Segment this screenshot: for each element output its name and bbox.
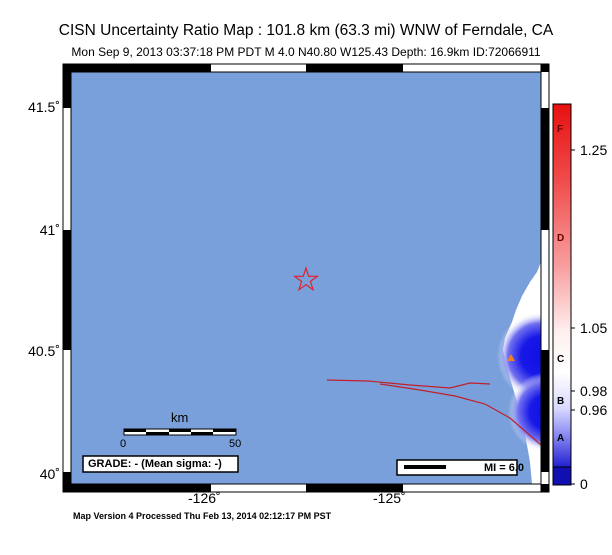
colorbar-value: 0.96 <box>580 402 608 418</box>
grade-letter-d: D <box>557 233 565 244</box>
scale-bar <box>123 428 237 436</box>
colorbar-value: 0 <box>580 476 588 492</box>
map-version-footer: Map Version 4 Processed Thu Feb 13, 2014… <box>73 511 332 521</box>
mi-legend-box <box>396 459 518 476</box>
grade-letter-b: B <box>557 396 565 407</box>
grade-letter-c: C <box>557 354 565 365</box>
lon-label: -126˚ <box>188 490 221 506</box>
scale-title: km <box>171 410 189 425</box>
scale-tick-label: 0 <box>120 438 127 450</box>
map-subtitle: Mon Sep 9, 2013 03:37:18 PM PDT M 4.0 N4… <box>71 45 541 59</box>
grade-letter-a: A <box>557 433 565 444</box>
colorbar-value: 0.98 <box>580 383 608 399</box>
grade-letter-f: F <box>557 124 564 135</box>
lat-label: 41.5˚ <box>28 99 60 115</box>
fault-line <box>326 379 491 389</box>
lat-label: 40.5˚ <box>28 343 60 359</box>
lat-label: 41˚ <box>39 222 60 238</box>
scale-tick-label: 50 <box>229 438 242 450</box>
colorbar-value: 1.25 <box>580 142 608 158</box>
colorbar <box>552 103 575 486</box>
fault-line <box>379 383 541 446</box>
map-area[interactable] <box>70 71 588 485</box>
map-frame <box>62 63 550 493</box>
mi-legend-label: MI = 6.0 <box>484 462 525 474</box>
grade-box <box>82 455 239 473</box>
map-title: CISN Uncertainty Ratio Map : 101.8 km (6… <box>58 22 554 39</box>
station-triangle-icon <box>507 354 515 361</box>
colorbar-value: 1.05 <box>580 320 608 336</box>
uncertainty-blob-south <box>508 372 541 452</box>
lat-label: 40˚ <box>39 466 60 482</box>
lon-label: -125˚ <box>373 490 406 506</box>
grade-label: GRADE: - (Mean sigma: -) <box>88 458 222 470</box>
epicenter-star-icon <box>292 266 320 292</box>
